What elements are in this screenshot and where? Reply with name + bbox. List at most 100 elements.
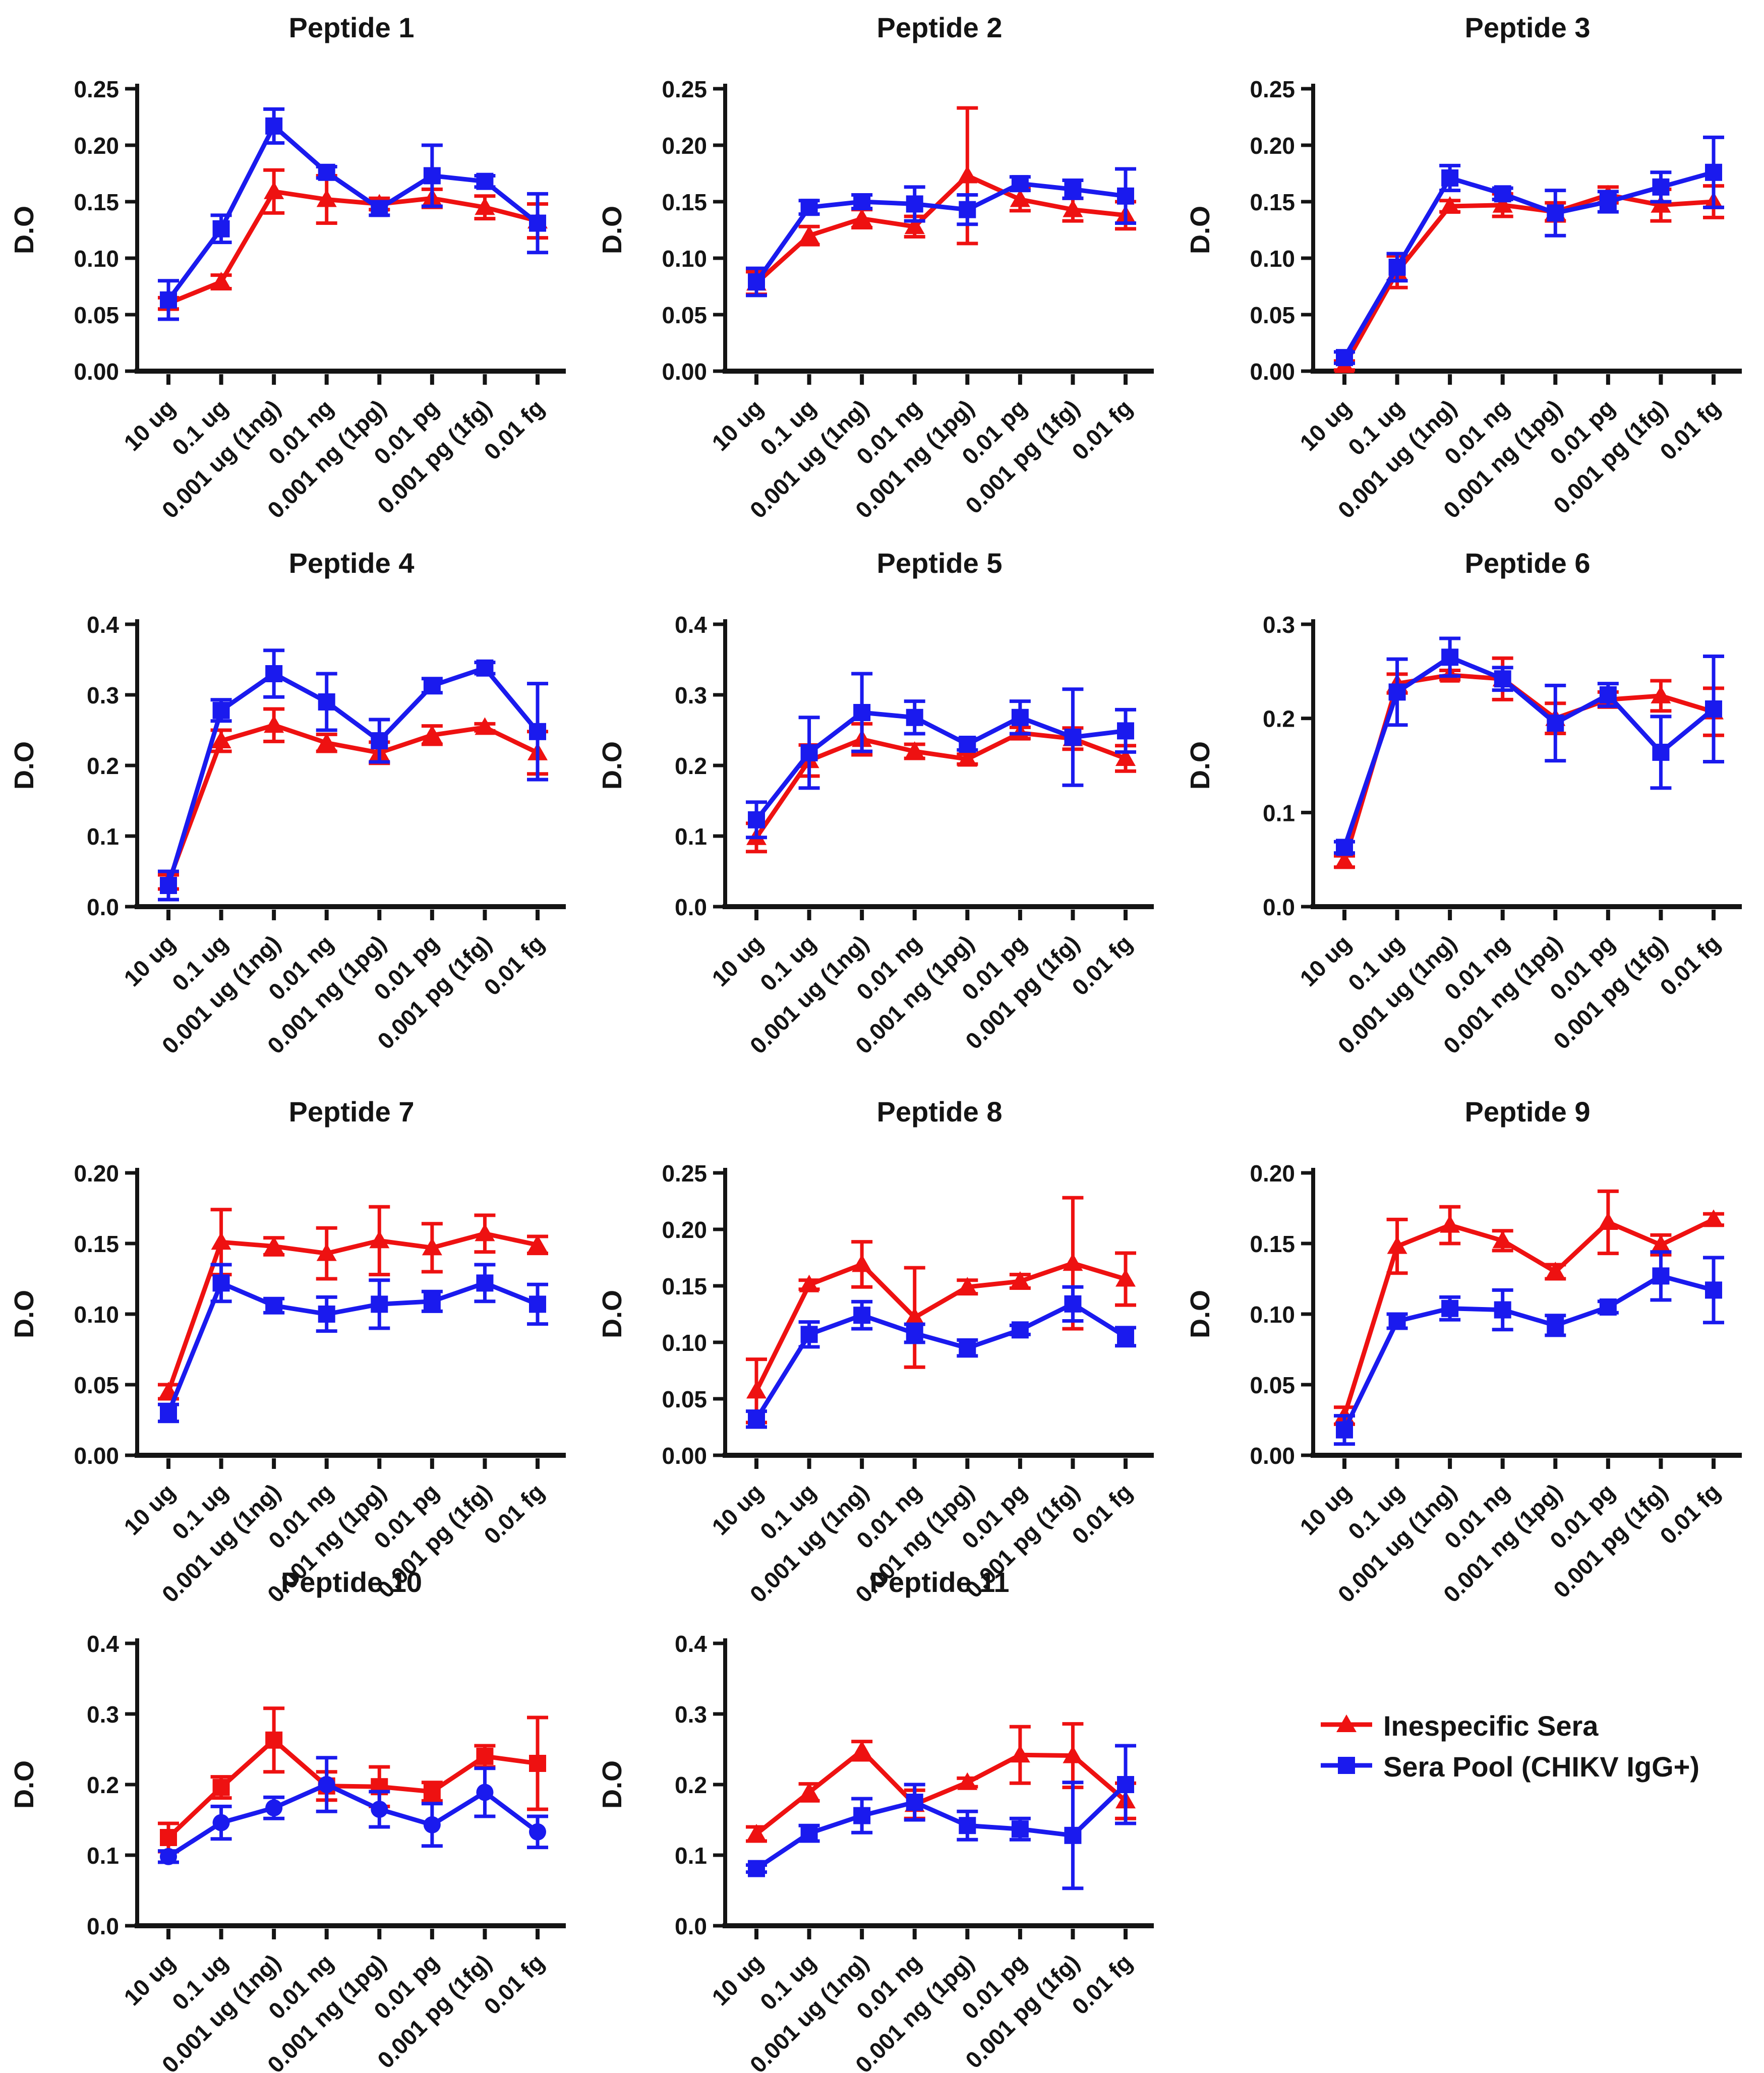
chart-title: Peptide 5: [877, 547, 1003, 579]
series-line: [755, 1783, 1128, 1871]
triangle-marker-icon: [527, 1234, 548, 1253]
legend-item-inespecific-sera: Inespecific Sera: [1319, 1709, 1699, 1742]
square-marker-icon: [1652, 743, 1670, 761]
square-marker-icon: [1494, 185, 1511, 203]
square-marker-icon: [371, 200, 388, 217]
y-tick-label: 0.2: [87, 1772, 119, 1798]
y-axis-label: D.O: [597, 206, 627, 254]
chart-title: Peptide 11: [869, 1566, 1009, 1598]
y-tick-label: 0.1: [87, 1843, 119, 1869]
series-line: [754, 1261, 1127, 1392]
chart-peptide-10: Peptide 10 D.O 0.0 0.1 0.2 0.3 0.4 10 ug 0.1 ug 0…: [0, 1555, 588, 2073]
circle-marker-icon: [476, 1784, 494, 1801]
square-marker-icon: [1064, 181, 1082, 198]
square-marker-icon: [476, 659, 494, 677]
square-marker-icon: [1338, 1757, 1355, 1774]
y-tick-label: 0.4: [87, 1631, 119, 1657]
triangle-marker-icon: [211, 272, 231, 290]
triangle-marker-icon: [264, 1236, 284, 1254]
square-marker-icon: [476, 1748, 494, 1765]
chart-title: Peptide 2: [877, 12, 1003, 43]
y-tick-label: 0.05: [662, 1386, 707, 1412]
y-tick-label: 0.00: [662, 359, 707, 385]
square-marker-icon: [748, 1410, 765, 1428]
y-tick-label: 0.05: [662, 302, 707, 328]
triangle-marker-icon: [1545, 1262, 1566, 1279]
square-marker-icon: [265, 665, 283, 682]
chart-peptide-4: Peptide 4 D.O 0.0 0.1 0.2 0.3 0.4 10 ug 0.1 ug 0.…: [0, 536, 588, 1054]
y-axis-label: D.O: [1185, 206, 1215, 254]
square-marker-icon: [476, 172, 494, 190]
y-tick-label: 0.20: [1250, 1160, 1295, 1187]
x-tick-label: 0.01 fg: [1655, 930, 1725, 1000]
triangle-marker-icon: [475, 1223, 495, 1241]
series-line: [1342, 1217, 1715, 1416]
y-tick-label: 0.25: [662, 76, 707, 102]
square-marker-icon: [1494, 670, 1511, 688]
x-tick-label: 0.01 fg: [1067, 930, 1137, 1000]
chart-peptide-7: Peptide 7 D.O 0.00 0.05 0.10 0.15 0.20 10 ug 0.1…: [0, 1084, 588, 1603]
triangle-marker-icon: [904, 1307, 925, 1325]
chart-svg: Peptide 4D.O0.00.10.20.30.410 ug0.1 ug0.…: [9, 547, 566, 1054]
y-tick-label: 0.3: [87, 1701, 119, 1728]
square-marker-icon: [371, 732, 388, 749]
square-marker-icon: [318, 693, 335, 710]
y-tick-label: 0.05: [74, 302, 119, 328]
square-marker-icon: [1652, 178, 1670, 196]
y-tick-label: 0.20: [1250, 133, 1295, 159]
square-marker-icon: [906, 708, 923, 726]
square-marker-icon: [1011, 175, 1029, 193]
triangle-marker-icon: [904, 216, 925, 234]
square-marker-icon: [1336, 1421, 1353, 1439]
triangle-marker-icon: [1010, 189, 1030, 207]
square-marker-icon: [853, 1807, 871, 1824]
x-tick-label: 0.01 fg: [1067, 1949, 1137, 2020]
chart-title: Peptide 10: [281, 1566, 422, 1598]
square-marker-icon: [748, 273, 765, 291]
y-tick-label: 0.0: [675, 1913, 707, 1939]
y-tick-label: 0.10: [662, 246, 707, 272]
y-tick-label: 0.2: [1263, 706, 1295, 732]
y-tick-label: 0.20: [662, 133, 707, 159]
series-line: [755, 1748, 1127, 1836]
triangle-marker-icon: [957, 1772, 978, 1790]
square-marker-icon: [800, 744, 818, 761]
square-marker-icon: [1599, 193, 1617, 210]
y-tick-label: 0.3: [675, 1701, 707, 1728]
chart-title: Peptide 9: [1465, 1096, 1591, 1128]
triangle-marker-icon: [1651, 195, 1671, 213]
y-tick-label: 0.2: [87, 753, 119, 779]
square-marker-icon: [1117, 1776, 1134, 1793]
y-tick-label: 0.05: [1250, 1372, 1295, 1398]
chart-svg: Peptide 3 D.O 0.00 0.05 0.10 0.15 0.20 0.25 10 u…: [1185, 12, 1742, 518]
legend-label: Inespecific Sera: [1383, 1710, 1599, 1742]
y-tick-label: 0.3: [1263, 612, 1295, 638]
y-tick-label: 0.05: [74, 1372, 119, 1398]
triangle-marker-icon: [1063, 1253, 1083, 1271]
chart-peptide-6: Peptide 6 D.O 0.0 0.1 0.2 0.3 10 ug 0.1 ug 0.001…: [1176, 536, 1764, 1054]
y-axis-label: D.O: [9, 1760, 39, 1809]
series-line: [166, 666, 540, 886]
chart-svg: Peptide 5D.O0.00.10.20.30.410 ug0.1 ug0.…: [597, 547, 1154, 1054]
x-tick-label: 0.01 fg: [1067, 1478, 1137, 1549]
chart-peptide-5: Peptide 5 D.O 0.0 0.1 0.2 0.3 0.4 10 ug 0.1 ug 0.…: [588, 536, 1176, 1054]
series-line: [166, 124, 539, 302]
square-marker-icon: [1599, 1298, 1617, 1316]
series-line: [166, 1738, 538, 1840]
square-marker-icon: [371, 1295, 388, 1313]
square-marker-icon: [1547, 715, 1564, 732]
legend-marker-svg: [1321, 1757, 1372, 1774]
square-marker-icon: [959, 201, 976, 218]
triangle-marker-icon: [852, 208, 872, 226]
square-marker-icon: [959, 1817, 976, 1834]
triangle-marker-icon: [1115, 1269, 1136, 1287]
triangle-marker-icon: [211, 1232, 231, 1250]
y-tick-label: 0.10: [1250, 1301, 1295, 1328]
chart-peptide-8: Peptide 8 D.O 0.00 0.05 0.10 0.15 0.20 0.25 10 u…: [588, 1084, 1176, 1603]
y-tick-label: 0.1: [1263, 800, 1295, 826]
x-tick-label: 10 ug: [707, 394, 768, 456]
triangle-marker-icon: [746, 1824, 767, 1842]
y-tick-label: 0.00: [74, 1443, 119, 1469]
circle-marker-icon: [529, 1823, 546, 1841]
